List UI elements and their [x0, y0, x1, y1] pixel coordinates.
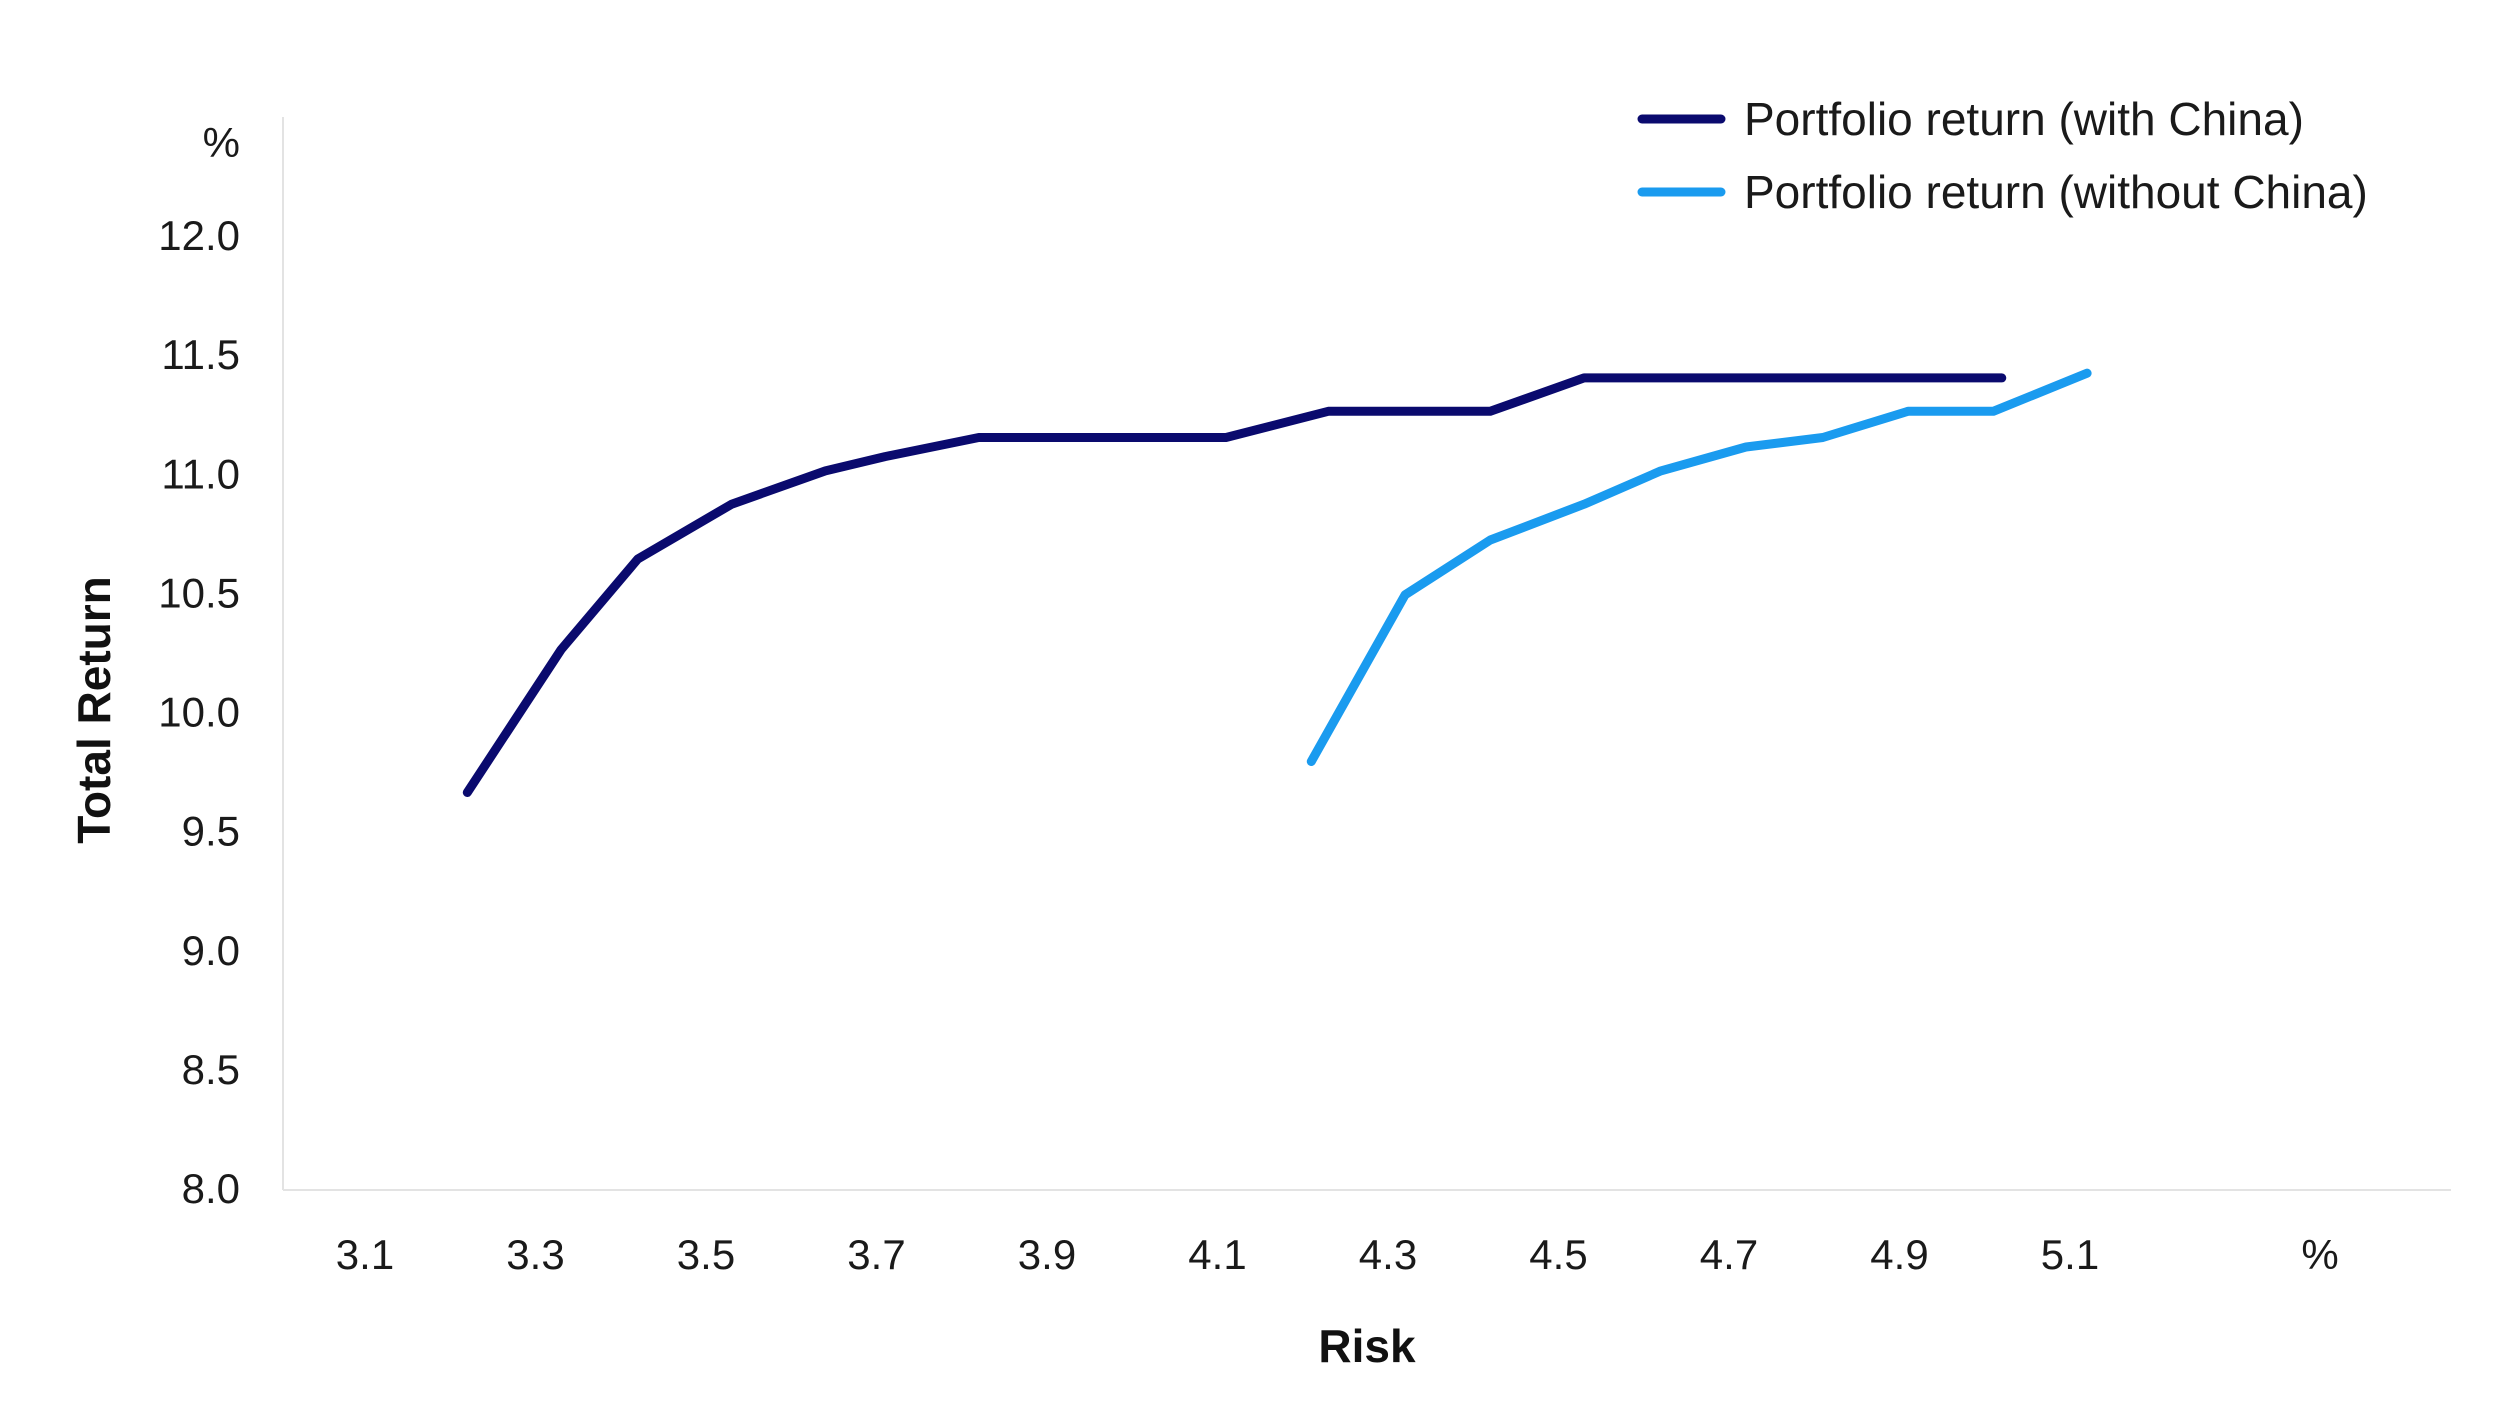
legend-label-without-china: Portfolio return (without China) — [1744, 166, 2368, 218]
series-line-without-china — [1306, 368, 2092, 766]
x-tick-label: 3.7 — [847, 1231, 905, 1278]
x-tick-label: 4.7 — [1700, 1231, 1758, 1278]
y-tick-labels: 8.0 8.5 9.0 9.5 10.0 10.5 11.0 11.5 12.0 — [158, 212, 240, 1212]
y-tick-label: 8.0 — [182, 1165, 240, 1212]
y-tick-label: 10.0 — [158, 689, 240, 736]
x-axis-title: Risk — [1318, 1320, 1416, 1372]
legend-label-with-china: Portfolio return (with China) — [1744, 93, 2304, 145]
y-tick-label: 9.0 — [182, 927, 240, 974]
x-tick-label: 4.9 — [1870, 1231, 1928, 1278]
series-line-with-china — [462, 373, 2007, 797]
y-tick-label: 11.0 — [161, 450, 240, 497]
x-tick-label: 3.5 — [677, 1231, 735, 1278]
x-tick-label: 4.3 — [1359, 1231, 1417, 1278]
y-tick-label: 9.5 — [182, 808, 240, 855]
x-tick-label: 4.1 — [1188, 1231, 1246, 1278]
x-tick-label: 5.1 — [2041, 1231, 2099, 1278]
y-tick-label: 10.5 — [158, 569, 240, 616]
x-tick-label: 4.5 — [1529, 1231, 1587, 1278]
x-tick-labels: 3.1 3.3 3.5 3.7 3.9 4.1 4.3 4.5 4.7 4.9 5.1 — [336, 1231, 2099, 1278]
y-unit-label: % — [203, 119, 240, 166]
legend: Portfolio return (with China) Portfolio … — [1637, 93, 2368, 218]
y-tick-label: 12.0 — [158, 212, 240, 259]
x-tick-label: 3.3 — [506, 1231, 564, 1278]
y-tick-label: 11.5 — [161, 331, 240, 378]
x-tick-label: 3.1 — [336, 1231, 394, 1278]
x-tick-label: 3.9 — [1018, 1231, 1076, 1278]
y-tick-label: 8.5 — [182, 1046, 240, 1093]
x-unit-label: % — [2301, 1231, 2338, 1278]
series-lines — [462, 368, 2092, 797]
y-axis-title: Total Return — [68, 576, 120, 843]
